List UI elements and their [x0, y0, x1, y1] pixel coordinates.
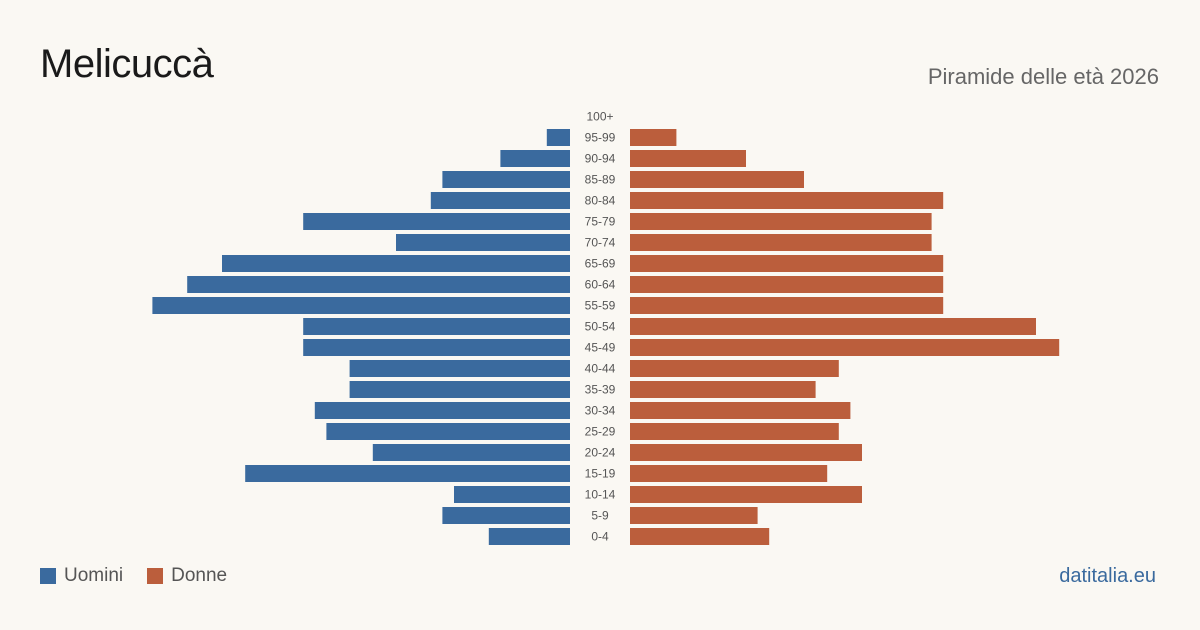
age-label-5-9: 5-9	[591, 509, 609, 523]
bar-women-45-49	[630, 339, 1060, 356]
bar-men-15-19	[245, 465, 570, 482]
age-label-50-54: 50-54	[585, 320, 616, 334]
age-label-95-99: 95-99	[585, 131, 616, 145]
bar-men-30-34	[314, 402, 570, 419]
legend: Uomini Donne	[40, 565, 251, 587]
age-label-55-59: 55-59	[585, 299, 616, 313]
bar-men-45-49	[303, 339, 570, 356]
bar-men-85-89	[442, 171, 570, 188]
bar-men-75-79	[303, 213, 570, 230]
bar-women-15-19	[630, 465, 828, 482]
bar-men-35-39	[349, 381, 570, 398]
age-label-25-29: 25-29	[585, 425, 616, 439]
legend-item-women: Donne	[147, 565, 227, 587]
bar-women-35-39	[630, 381, 816, 398]
age-label-60-64: 60-64	[585, 278, 616, 292]
bar-men-55-59	[152, 297, 570, 314]
age-label-15-19: 15-19	[585, 467, 616, 481]
legend-label-men: Uomini	[64, 565, 124, 586]
age-label-30-34: 30-34	[585, 404, 616, 418]
age-label-65-69: 65-69	[585, 257, 616, 271]
age-label-90-94: 90-94	[585, 152, 616, 166]
bar-men-70-74	[396, 234, 570, 251]
legend-swatch-women	[147, 568, 164, 584]
bar-women-80-84	[630, 192, 944, 209]
bar-women-75-79	[630, 213, 932, 230]
age-label-75-79: 75-79	[585, 215, 616, 229]
age-label-70-74: 70-74	[585, 236, 616, 250]
age-label-10-14: 10-14	[585, 488, 616, 502]
age-label-85-89: 85-89	[585, 173, 616, 187]
bar-women-95-99	[630, 129, 677, 146]
population-pyramid: 100+ 95-99 90-94 85-89 80-84 75-79 70-74 65-69 6…	[152, 110, 1060, 545]
bar-women-5-9	[630, 507, 758, 524]
bar-women-55-59	[630, 297, 944, 314]
age-label-40-44: 40-44	[585, 362, 616, 376]
chart-subtitle: Piramide delle età 2026	[927, 64, 1159, 89]
bar-men-5-9	[442, 507, 570, 524]
bar-men-65-69	[222, 255, 570, 272]
bar-men-20-24	[372, 444, 570, 461]
age-label-80-84: 80-84	[585, 194, 616, 208]
bar-men-95-99	[546, 129, 570, 146]
bar-women-40-44	[630, 360, 839, 377]
bar-men-40-44	[349, 360, 570, 377]
brand-link[interactable]: datitalia.eu	[1059, 565, 1156, 587]
legend-item-men: Uomini	[40, 565, 123, 587]
age-label-35-39: 35-39	[585, 383, 616, 397]
age-label-0-4: 0-4	[591, 530, 609, 544]
bar-women-90-94	[630, 150, 746, 167]
bar-women-25-29	[630, 423, 839, 440]
bar-men-25-29	[326, 423, 570, 440]
bar-men-50-54	[303, 318, 570, 335]
legend-label-women: Donne	[171, 565, 228, 586]
legend-swatch-men	[40, 568, 56, 584]
bar-women-0-4	[630, 528, 770, 545]
bar-women-65-69	[630, 255, 944, 272]
bar-men-80-84	[430, 192, 570, 209]
age-label-20-24: 20-24	[585, 446, 616, 460]
age-label-100-plus: 100+	[586, 110, 613, 124]
bar-men-90-94	[500, 150, 570, 167]
bar-women-85-89	[630, 171, 804, 188]
bar-women-20-24	[630, 444, 862, 461]
bar-women-10-14	[630, 486, 862, 503]
bar-men-60-64	[187, 276, 570, 293]
bar-men-0-4	[488, 528, 570, 545]
bar-men-10-14	[454, 486, 570, 503]
chart-title: Melicuccà	[40, 42, 214, 86]
bar-women-50-54	[630, 318, 1036, 335]
bar-women-70-74	[630, 234, 932, 251]
bar-women-60-64	[630, 276, 944, 293]
age-label-45-49: 45-49	[585, 341, 616, 355]
bar-women-30-34	[630, 402, 851, 419]
